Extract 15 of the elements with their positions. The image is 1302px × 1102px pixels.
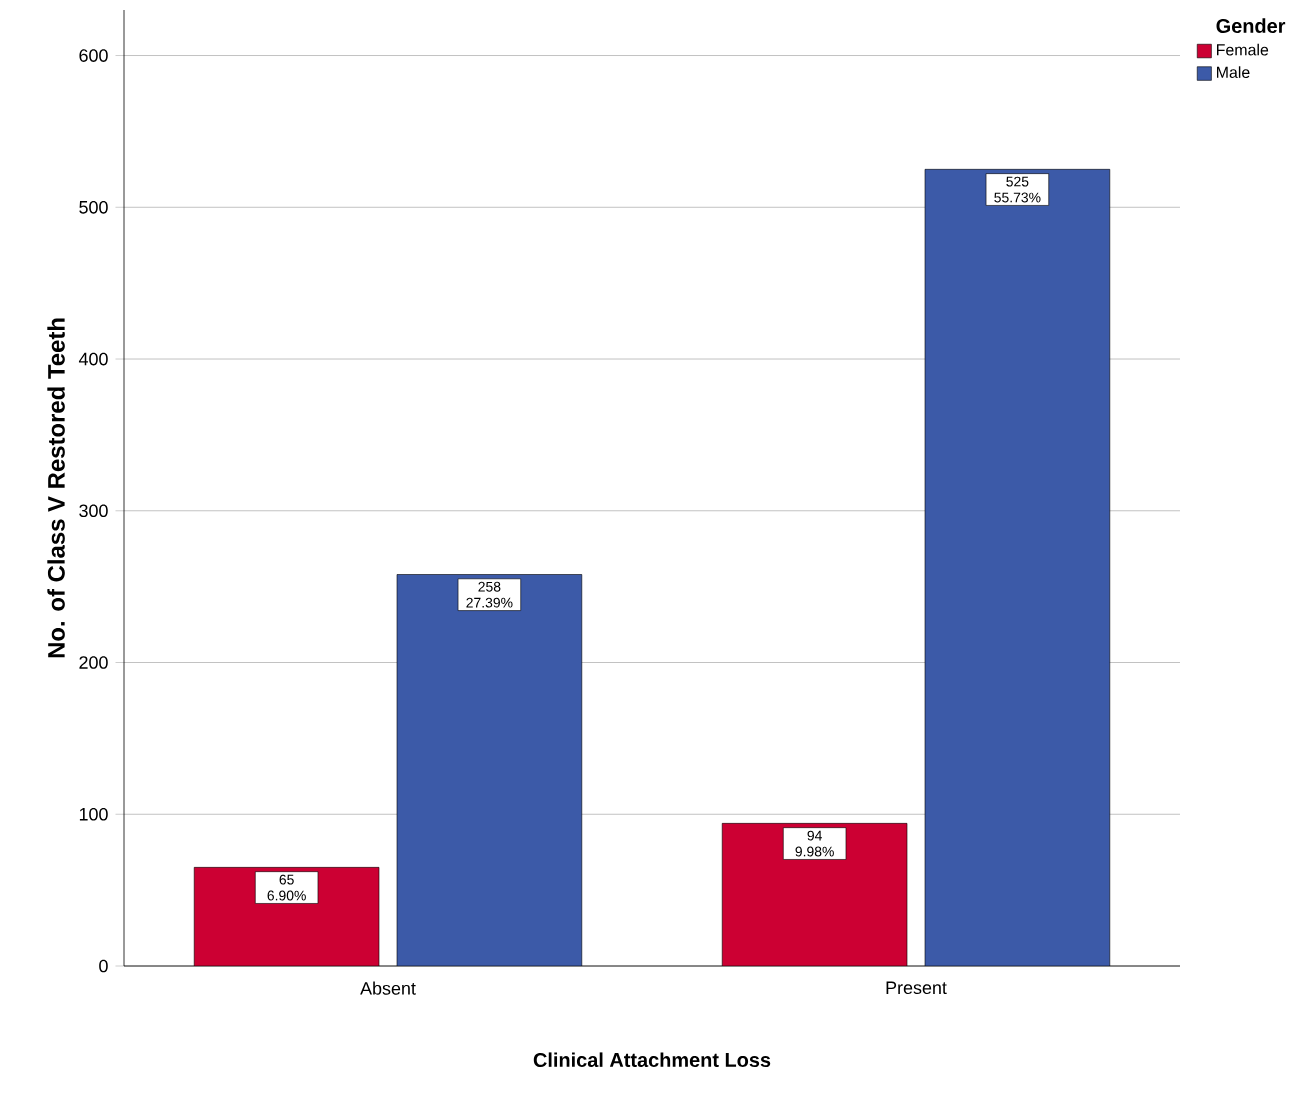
x-tick-label: Absent [360, 981, 416, 995]
x-axis-title: Clinical Attachment Loss [533, 1052, 771, 1068]
y-tick-label: 100 [79, 807, 108, 821]
bar [721, 823, 908, 966]
bar [396, 574, 583, 966]
y-tick-label: 300 [79, 504, 108, 518]
y-tick-label: 200 [79, 656, 108, 669]
y-tick-label: 400 [78, 352, 108, 366]
bar [924, 169, 1111, 966]
y-tick-label: 600 [79, 49, 108, 62]
y-axis-title: No. of Class V Restored Teeth [47, 318, 65, 658]
legend-title: Gender [1216, 18, 1286, 33]
x-tick-label: Present [886, 981, 947, 995]
y-tick-label: 0 [99, 959, 108, 973]
y-tick-label: 500 [79, 200, 108, 214]
